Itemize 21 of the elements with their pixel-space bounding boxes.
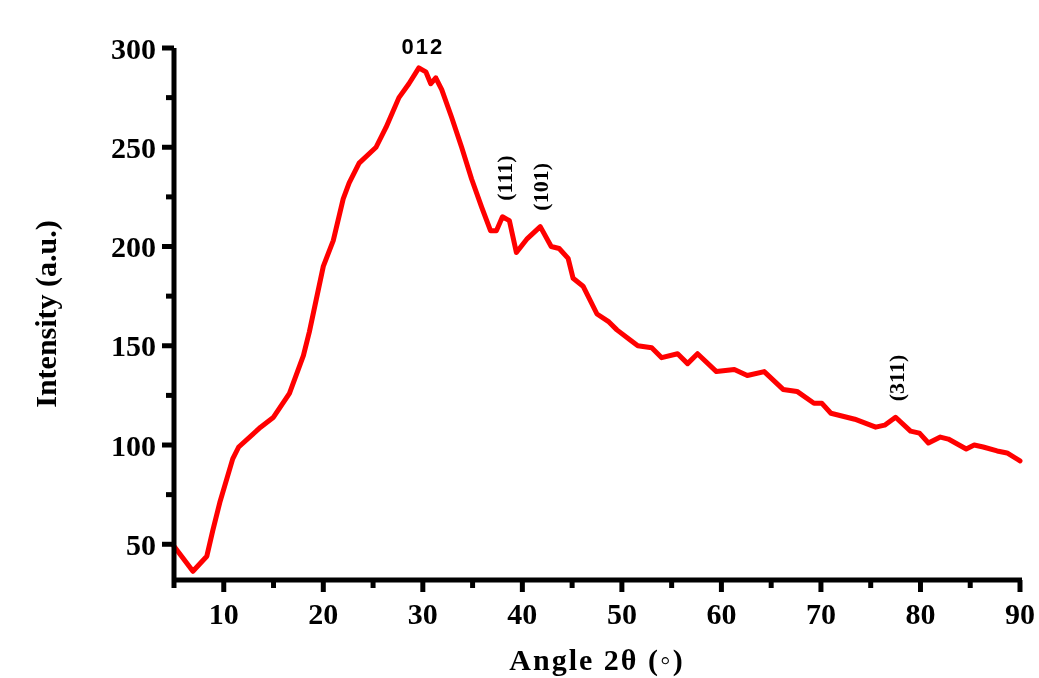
y-tick-label: 150	[111, 329, 156, 363]
x-tick-label: 70	[805, 597, 836, 630]
y-tick-label: 300	[111, 31, 156, 65]
annotation: (311)	[883, 354, 909, 402]
x-axis-title: Angle 2θ (◦)	[509, 643, 685, 677]
x-tick-label: 30	[407, 597, 438, 630]
x-tick-label: 80	[905, 597, 936, 630]
y-axis-title: Intensity (a.u.)	[29, 220, 63, 408]
annotation: 012	[401, 33, 445, 59]
annotation: (101)	[528, 163, 554, 211]
y-tick-label: 200	[111, 230, 156, 264]
x-tick-label: 40	[507, 597, 538, 630]
x-tick-label: 50	[606, 597, 637, 630]
x-tick-label: 10	[208, 597, 239, 630]
y-tick-label: 250	[111, 130, 156, 164]
annotation: (111)	[492, 155, 518, 201]
y-tick-label: 100	[111, 428, 156, 462]
x-tick-label: 60	[706, 597, 737, 630]
x-tick-label: 90	[1005, 597, 1035, 630]
x-tick-label: 20	[308, 597, 339, 630]
y-tick-label: 50	[126, 527, 156, 561]
